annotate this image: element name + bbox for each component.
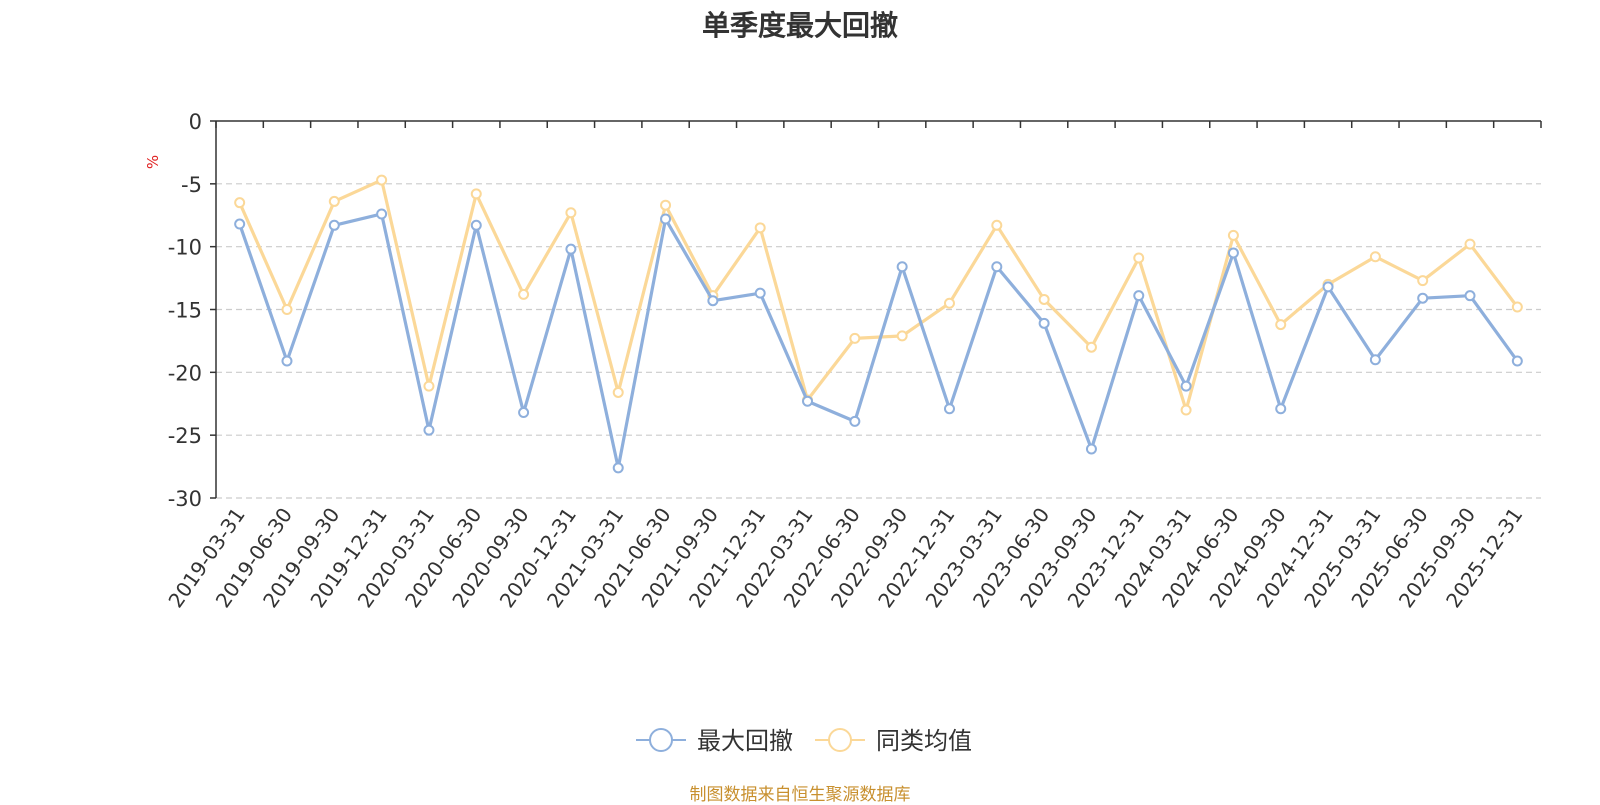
data-point (1085, 443, 1097, 455)
legend-label: 最大回撤 (697, 727, 793, 755)
data-point (1417, 292, 1429, 304)
data-point (328, 219, 340, 231)
data-point (1511, 355, 1523, 367)
series-lines (234, 174, 1523, 474)
data-point (612, 462, 624, 474)
data-point (518, 407, 530, 419)
data-point (1038, 293, 1050, 305)
legend-marker (649, 728, 673, 752)
data-point (849, 415, 861, 427)
data-point (849, 332, 861, 344)
data-point (660, 199, 672, 211)
data-point (565, 207, 577, 219)
data-point (943, 297, 955, 309)
data-point (1180, 380, 1192, 392)
data-point (896, 261, 908, 273)
data-point (1038, 317, 1050, 329)
data-point (1417, 275, 1429, 287)
data-point (1464, 238, 1476, 250)
data-point (234, 197, 246, 209)
data-point (376, 208, 388, 220)
y-tick-label: -30 (168, 487, 202, 511)
legend: 最大回撤 同类均值 (636, 727, 972, 755)
legend-marker (828, 728, 852, 752)
chart-title: 单季度最大回撤 (701, 9, 898, 42)
legend-label: 同类均值 (876, 727, 972, 755)
data-point (518, 288, 530, 300)
series-line-1 (238, 178, 1519, 412)
data-point (328, 195, 340, 207)
data-point (802, 395, 814, 407)
y-tick-label: 0 (189, 110, 202, 134)
y-tick-label: -20 (168, 361, 202, 385)
data-point (376, 174, 388, 186)
data-point (1369, 251, 1381, 263)
data-point (1511, 301, 1523, 313)
data-point (707, 295, 719, 307)
data-point (754, 287, 766, 299)
data-point (754, 222, 766, 234)
data-point (565, 243, 577, 255)
data-point (1133, 290, 1145, 302)
y-tick-label: -5 (181, 173, 202, 197)
data-point (991, 219, 1003, 231)
data-point (896, 330, 908, 342)
y-tick-label: -25 (168, 424, 202, 448)
data-point (1227, 247, 1239, 259)
data-point (423, 380, 435, 392)
data-point (1322, 281, 1334, 293)
y-axis-label: % (144, 155, 162, 169)
y-tick-label: -10 (168, 236, 202, 260)
axes: 0-5-10-15-20-25-302019-03-312019-06-3020… (144, 110, 1542, 612)
data-point (470, 219, 482, 231)
data-point (1369, 354, 1381, 366)
data-point (470, 188, 482, 200)
grid-lines (216, 183, 1541, 499)
data-point (423, 424, 435, 436)
data-point (612, 386, 624, 398)
data-point (1133, 252, 1145, 264)
data-point (1464, 290, 1476, 302)
data-point (281, 304, 293, 315)
y-tick-label: -15 (168, 299, 202, 323)
data-point (234, 218, 246, 230)
data-point (991, 261, 1003, 273)
data-point (1275, 319, 1287, 331)
data-point (1227, 229, 1239, 241)
series-line-0 (238, 212, 1519, 470)
data-point (1275, 403, 1287, 415)
data-point (1085, 341, 1097, 353)
data-point (281, 355, 293, 367)
data-point (660, 213, 672, 225)
data-point (943, 403, 955, 415)
source-note: 制图数据来自恒生聚源数据库 (689, 785, 911, 805)
line-chart: 0-5-10-15-20-25-302019-03-312019-06-3020… (144, 110, 1542, 755)
data-point (1180, 404, 1192, 416)
